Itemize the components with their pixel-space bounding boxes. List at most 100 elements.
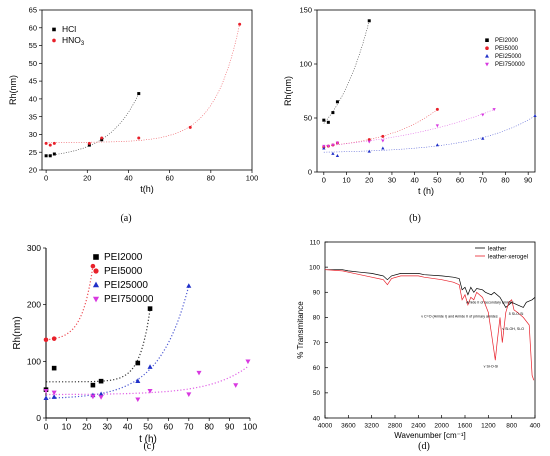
data-point-PEI25000 [533,114,537,118]
y-tick-label: 55 [29,41,37,50]
x-tick-label: 100 [243,422,257,432]
y-axis-label: Rh(nm) [8,75,18,105]
x-axis-label: t(h) [140,184,154,194]
panel-b-caption: (b) [409,213,421,224]
legend-marker-PEI25000 [485,54,489,58]
y-tick-label: 200 [27,300,41,310]
x-tick-label: 0 [44,174,48,183]
x-tick-label: 2800 [388,423,403,430]
data-point-PEI5000 [367,138,371,142]
data-point-PEI25000 [147,364,153,369]
plot-frame [324,241,536,419]
x-tick-label: 400 [530,423,541,430]
x-tick-label: 0 [44,422,49,432]
annotation-label: v C=O (Amide I) and Amide II of primary … [421,314,498,318]
panel-c: 0 10 20 30 40 50 60 70 80 90 100 0 100 200 300 t (h) Rh(… [12,243,257,452]
panel-d: 4000 3600 3200 2800 2400 2000 1600 1200 800 400 40… [296,239,541,452]
data-point-PEI2000 [90,382,96,388]
x-tick-label: 90 [524,176,532,185]
fit-curve-PEI5000 [323,109,438,147]
y-tick-label: 300 [27,243,41,253]
y-tick-label: 25 [29,148,37,157]
data-point-PEI750000 [43,388,49,394]
data-point-HCl [52,152,56,156]
data-point-PEI2000 [335,100,339,104]
y-tick-label: 80 [313,315,321,322]
data-point-PEI5000 [435,107,439,111]
x-tick-label: 2000 [434,423,449,430]
data-point-HCl [137,92,141,96]
data-point-HNO3 [44,141,48,145]
data-point-PEI750000 [331,143,335,147]
legend-marker-PEI25000 [92,281,100,288]
series-line-leather-xerogel [324,269,535,381]
fit-curve-PEI25000 [323,115,536,153]
legend-marker-PEI5000 [485,46,489,50]
legend-label: PEI5000 [104,266,143,277]
x-tick-label: 1200 [481,423,496,430]
data-point-PEI750000 [135,397,141,403]
data-point-PEI2000 [367,19,371,23]
data-point-PEI750000 [233,383,239,388]
fit-curve-PEI750000 [46,366,249,396]
panel-b-plot: 0 10 20 30 40 50 60 70 80 90 0 50 100 150 t (h) Rh(nm) P… [283,6,537,196]
legend-marker-PEI2000 [93,254,99,260]
y-tick-label: 110 [310,239,321,246]
plot-frame [41,9,253,171]
y-tick-label: 35 [29,112,37,121]
legend-marker-PEI5000 [93,268,99,274]
data-point-PEI25000 [481,136,485,140]
x-tick-label: 80 [207,174,215,183]
x-tick-label: 3200 [364,423,379,430]
annotation-label: v Si-OH, Si-O [502,327,524,331]
fit-curve-HNO3 [46,24,240,143]
y-tick-label: 100 [27,356,41,366]
panel-a-caption: (a) [120,213,131,224]
fit-curve-HCl [46,93,140,156]
data-point-PEI750000 [196,370,202,376]
annotation-label: δ Si-O-Si [509,312,524,316]
y-tick-label: 60 [29,23,37,32]
data-point-PEI750000 [147,388,153,394]
data-point-PEI750000 [481,113,485,117]
panel-d-plot: 4000 3600 3200 2800 2400 2000 1600 1200 800 400 40… [296,239,541,440]
legend-marker-PEI750000 [92,296,100,303]
legend-marker-HNO3 [52,38,56,43]
annotation-label: Amide II of secondary amides [466,301,514,305]
x-tick-label: 20 [83,174,91,183]
fit-curve-PEI2000 [323,20,370,124]
x-axis-label: Wavenumber [cm⁻¹] [394,431,466,440]
x-tick-label: 1600 [458,423,473,430]
panel-c-caption: (c) [143,441,154,452]
data-point-HNO3 [137,136,141,140]
y-tick-label: 40 [313,415,321,422]
x-tick-label: 70 [479,176,487,185]
x-tick-label: 100 [246,174,259,183]
x-axis-label: t (h) [418,186,434,196]
data-point-PEI2000 [326,120,330,124]
data-point-PEI750000 [326,144,331,148]
legend-subscript: 3 [81,41,85,47]
panel-a-plot: 0 20 40 60 80 100 20 25 30 35 40 45 50 55 60 65 t(h) Rh(n… [8,6,258,194]
x-axis-label: t (h) [139,434,157,445]
x-tick-label: 10 [342,176,350,185]
data-point-PEI25000 [435,143,440,147]
x-tick-label: 60 [164,422,174,432]
y-tick-label: 150 [299,6,312,15]
data-point-PEI25000 [98,391,104,397]
data-point-HCl [44,154,48,158]
y-tick-label: 20 [29,166,37,175]
data-point-PEI25000 [381,146,385,150]
x-tick-label: 90 [225,422,235,432]
data-point-PEI2000 [147,306,153,311]
y-axis-label: % Transmitance [296,301,305,359]
legend-label: leather [488,247,506,253]
panel-c-plot: 0 10 20 30 40 50 60 70 80 90 100 0 100 200 300 t (h) Rh(… [12,243,257,445]
y-tick-label: 0 [36,413,41,423]
x-tick-label: 80 [501,176,509,185]
x-tick-label: 50 [143,422,153,432]
x-tick-label: 4000 [318,423,333,430]
data-point-PEI25000 [135,378,141,384]
data-point-PEI25000 [51,394,57,399]
